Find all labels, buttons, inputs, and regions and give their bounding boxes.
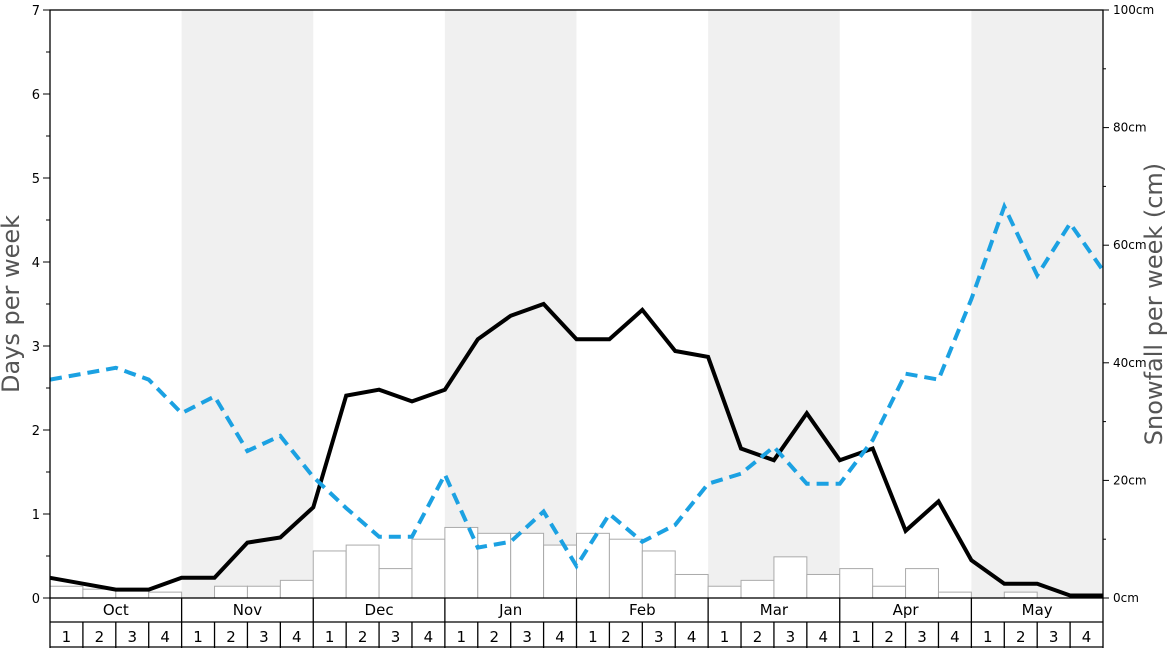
snowfall-bar xyxy=(707,585,742,599)
snowfall-bar xyxy=(246,585,281,599)
snowfall-bar xyxy=(905,568,939,599)
week-label: 2 xyxy=(884,628,894,646)
week-label: 3 xyxy=(786,628,796,646)
month-label-nov: Nov xyxy=(233,601,262,619)
snowfall-bar xyxy=(872,585,907,599)
week-label: 4 xyxy=(950,628,960,646)
week-label: 1 xyxy=(851,628,861,646)
snowfall-bar xyxy=(148,591,183,599)
week-label: 1 xyxy=(983,628,993,646)
snowfall-bar xyxy=(576,532,610,599)
week-label: 2 xyxy=(1016,628,1026,646)
week-label: 4 xyxy=(687,628,697,646)
day-lines xyxy=(49,201,1105,598)
left-tick-label: 6 xyxy=(32,88,40,103)
week-label: 2 xyxy=(358,628,368,646)
snowfall-bar xyxy=(543,544,577,599)
snowfall-bars xyxy=(49,526,1038,599)
week-label: 4 xyxy=(555,628,565,646)
week-label: 3 xyxy=(391,628,401,646)
left-tick-label: 5 xyxy=(32,172,40,187)
week-label: 1 xyxy=(193,628,203,646)
month-label-feb: Feb xyxy=(629,601,656,619)
week-label: 3 xyxy=(654,628,664,646)
month-shade-may xyxy=(971,10,1103,598)
week-label: 2 xyxy=(95,628,105,646)
month-shade-mar xyxy=(708,10,840,598)
snowfall-bar xyxy=(411,538,446,599)
left-tick-label: 4 xyxy=(32,256,40,271)
snowfall-bar xyxy=(839,568,874,599)
month-label-jan: Jan xyxy=(498,601,522,619)
snowfall-bar xyxy=(1003,591,1038,599)
week-label: 1 xyxy=(720,628,730,646)
month-label-may: May xyxy=(1022,601,1053,619)
left-tick-label: 7 xyxy=(32,4,40,19)
left-tick-label: 0 xyxy=(32,592,40,607)
week-label: 1 xyxy=(588,628,598,646)
week-label: 4 xyxy=(1082,628,1092,646)
week-label: 3 xyxy=(1049,628,1059,646)
left-tick-label: 1 xyxy=(32,508,40,523)
week-label: 2 xyxy=(753,628,763,646)
left-axis-title: Days per week xyxy=(0,215,25,393)
week-label: 2 xyxy=(621,628,631,646)
right-axis-title: Snowfall per week (cm) xyxy=(1140,163,1168,445)
snowfall-bar xyxy=(214,585,248,599)
right-tick-label: 60cm xyxy=(1113,238,1147,252)
month-label-oct: Oct xyxy=(103,601,129,619)
week-label: 2 xyxy=(226,628,236,646)
left-tick-label: 3 xyxy=(32,340,40,355)
snowfall-bar xyxy=(674,573,709,599)
week-label: 3 xyxy=(259,628,269,646)
month-label-apr: Apr xyxy=(893,601,920,619)
week-label: 3 xyxy=(127,628,137,646)
month-label-mar: Mar xyxy=(760,601,789,619)
snowfall-bar xyxy=(378,568,413,599)
dashed-blue-line xyxy=(49,201,1105,570)
solid-black-line xyxy=(49,301,1103,598)
week-label: 1 xyxy=(62,628,72,646)
month-shading-layer xyxy=(181,10,1103,598)
snowfall-bar xyxy=(345,544,380,599)
snowfall-bar xyxy=(312,550,347,599)
snowfall-bar xyxy=(937,591,972,599)
snowfall-bar xyxy=(740,579,775,599)
week-label: 4 xyxy=(160,628,170,646)
snowfall-bar xyxy=(773,556,808,599)
week-label: 4 xyxy=(424,628,434,646)
week-label: 3 xyxy=(522,628,532,646)
week-label: 4 xyxy=(819,628,829,646)
week-label: 1 xyxy=(325,628,335,646)
right-tick-label: 20cm xyxy=(1113,473,1147,487)
month-shade-jan xyxy=(444,10,577,598)
snowfall-bar xyxy=(510,532,545,599)
left-axis: 0 1 2 3 4 5 6 7 xyxy=(32,4,50,607)
snowfall-bar xyxy=(608,538,643,599)
week-label: 4 xyxy=(292,628,302,646)
week-label: 2 xyxy=(489,628,499,646)
snowfall-bar xyxy=(279,579,314,599)
left-tick-label: 2 xyxy=(32,424,40,439)
right-tick-label: 100cm xyxy=(1113,3,1154,17)
week-label: 1 xyxy=(457,628,467,646)
week-label: 3 xyxy=(917,628,927,646)
snowfall-bar xyxy=(806,573,841,599)
month-week-axis: Oct 1 2 3 4 Nov 1 2 3 4 Dec 1 2 3 4 Jan 1 2 3 4 Feb 1 2 3 4 Mar 1 2… xyxy=(49,598,1104,648)
right-tick-label: 40cm xyxy=(1113,356,1147,370)
right-axis: 0cm 20cm 40cm 60cm 80cm 100cm xyxy=(1103,3,1154,605)
right-tick-label: 0cm xyxy=(1113,591,1139,605)
month-shade-nov xyxy=(181,10,314,598)
right-tick-label: 80cm xyxy=(1113,121,1147,135)
month-label-dec: Dec xyxy=(365,601,394,619)
snowfall-bar xyxy=(641,550,676,599)
snowfall-bar xyxy=(49,585,84,599)
